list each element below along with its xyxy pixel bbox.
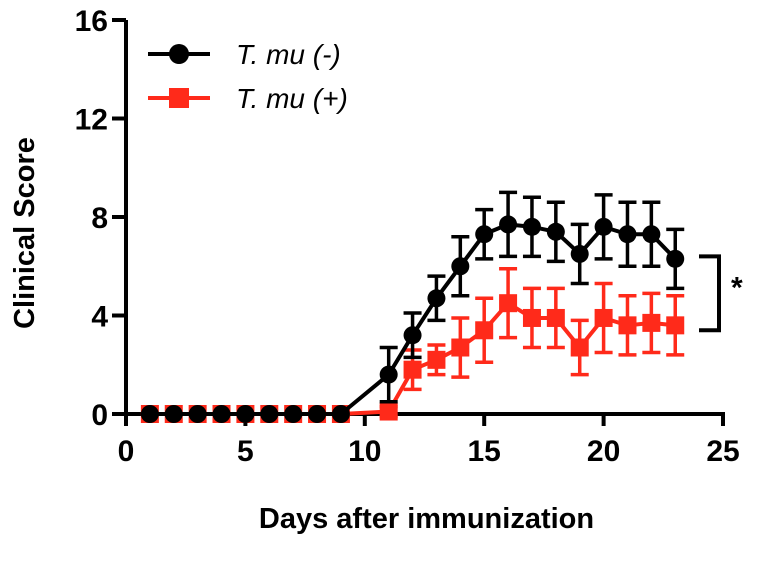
x-axis-title: Days after immunization	[259, 503, 594, 535]
series-layer	[140, 190, 685, 423]
data-point	[451, 338, 470, 357]
y-tick-label: 16	[75, 5, 108, 38]
significance-star: *	[731, 271, 743, 304]
data-point	[212, 405, 231, 423]
data-point	[499, 294, 518, 313]
legend-marker-series-1	[169, 88, 189, 108]
series-line	[149, 222, 677, 416]
data-point	[618, 225, 637, 244]
axes: 0 5 10 15 20 25 0 4 8 12 16	[75, 5, 740, 468]
y-ticks: 0 4 8 12 16	[75, 5, 126, 432]
data-point	[642, 313, 661, 332]
data-point	[642, 225, 661, 244]
series-0	[140, 190, 685, 423]
data-point	[475, 321, 494, 340]
x-tick-label: 5	[237, 435, 254, 468]
x-tick-label: 10	[348, 435, 381, 468]
data-point	[475, 225, 494, 244]
data-point	[618, 316, 637, 335]
data-point	[284, 405, 303, 423]
data-point	[331, 405, 350, 423]
data-point	[140, 405, 159, 423]
data-point	[666, 249, 685, 268]
y-axis-title: Clinical Score	[9, 137, 41, 329]
data-point	[546, 222, 565, 241]
data-point	[570, 338, 589, 357]
data-point	[594, 308, 613, 327]
data-point	[260, 405, 279, 423]
data-point	[403, 360, 422, 379]
data-point	[236, 405, 255, 423]
data-point	[379, 402, 398, 421]
data-point	[427, 350, 446, 369]
data-point	[188, 405, 207, 423]
data-point	[522, 308, 541, 327]
data-point	[594, 217, 613, 236]
data-point	[570, 244, 589, 263]
data-point	[451, 257, 470, 276]
data-point	[522, 217, 541, 236]
data-point	[379, 365, 398, 384]
data-point	[308, 405, 327, 423]
data-point	[499, 215, 518, 234]
legend-label-series-1: T. mu (+)	[236, 83, 348, 114]
legend-marker-series-0	[169, 44, 189, 64]
y-tick-label: 12	[75, 104, 108, 137]
x-tick-label: 20	[587, 435, 620, 468]
y-tick-label: 8	[91, 202, 108, 235]
significance-bracket	[699, 254, 721, 333]
data-point	[666, 316, 685, 335]
data-point	[427, 289, 446, 308]
data-point	[403, 326, 422, 345]
x-tick-label: 0	[118, 435, 135, 468]
data-point	[164, 405, 183, 423]
legend: T. mu (-) T. mu (+)	[148, 39, 348, 114]
data-point	[546, 308, 565, 327]
x-ticks: 0 5 10 15 20 25	[118, 414, 740, 468]
x-tick-label: 15	[468, 435, 501, 468]
y-tick-label: 4	[91, 301, 108, 334]
y-tick-label: 0	[91, 399, 108, 432]
significance-annotation: *	[699, 254, 743, 333]
legend-label-series-0: T. mu (-)	[236, 39, 341, 70]
x-tick-label: 25	[706, 435, 739, 468]
